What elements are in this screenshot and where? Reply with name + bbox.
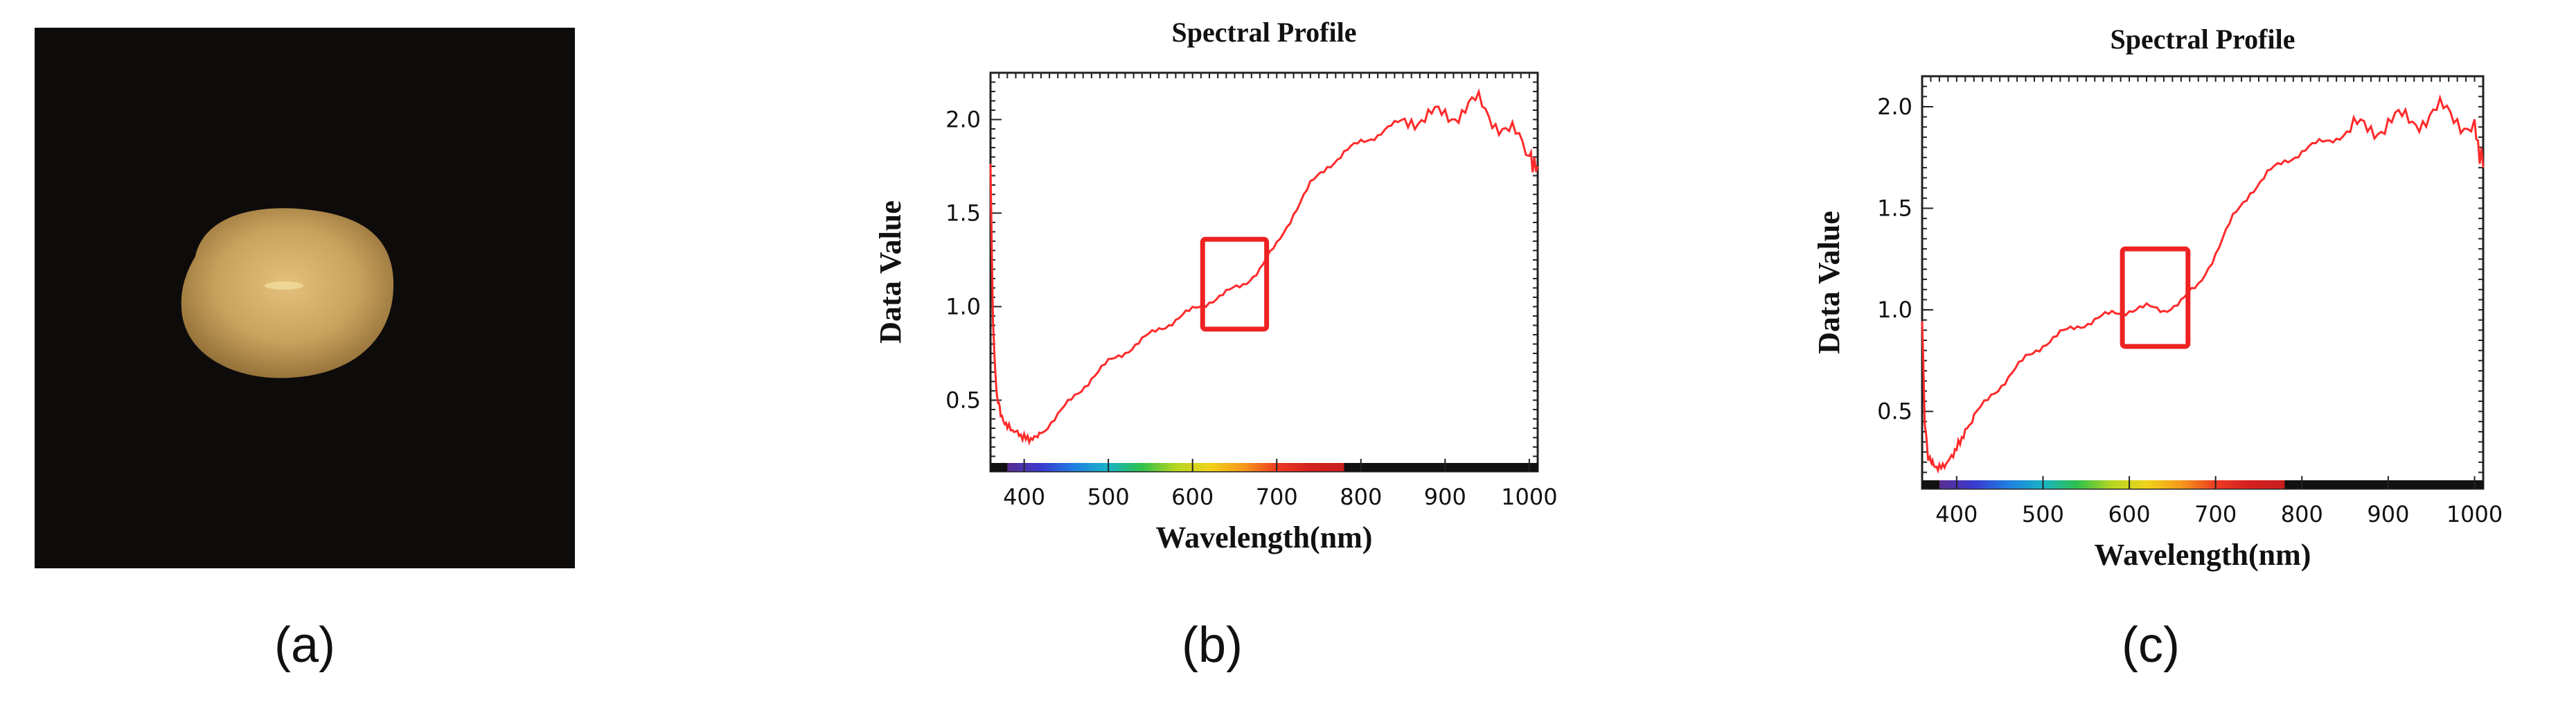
plot-frame [989, 71, 1539, 473]
chart-title: Spectral Profile [1172, 17, 1357, 48]
x-tick-label: 700 [1256, 484, 1298, 510]
x-tick-label: 800 [1340, 484, 1382, 510]
highlight-box [2120, 246, 2191, 349]
x-tick-label: 900 [1424, 484, 1466, 510]
visible-spectrum-bar [1007, 463, 1344, 471]
chart-title: Spectral Profile [2111, 24, 2295, 55]
x-axis-label: Wavelength(nm) [2095, 538, 2311, 572]
seed-image [181, 208, 394, 378]
seed-photo [35, 28, 575, 568]
y-tick-label: 2.0 [945, 106, 981, 132]
x-tick-label: 500 [2022, 501, 2064, 527]
y-axis-label: Data Value [1812, 211, 1846, 354]
y-tick-label: 0.5 [1877, 399, 1912, 425]
x-tick-label: 500 [1087, 484, 1130, 510]
spectral-chart-c: Spectral Profile 400 500 600 700 800 900 1000 0.… [1812, 24, 2503, 572]
plot-frame [1921, 75, 2485, 490]
y-tick-label: 1.0 [1877, 297, 1912, 323]
visible-spectrum-bar [1939, 480, 2285, 489]
y-tick-label: 1.5 [1877, 195, 1912, 222]
seed-shape [181, 208, 394, 378]
caption-c: (c) [2122, 618, 2180, 673]
x-tick-label: 1000 [2446, 501, 2503, 527]
x-axis-label: Wavelength(nm) [1156, 520, 1373, 554]
x-tick-label: 900 [2367, 501, 2409, 527]
x-tick-label: 600 [2108, 501, 2151, 527]
y-tick-label: 1.5 [945, 200, 981, 226]
caption-a: (a) [274, 618, 335, 673]
y-axis-label: Data Value [873, 200, 907, 344]
y-tick-label: 1.0 [945, 293, 981, 320]
x-tick-label: 800 [2281, 501, 2323, 527]
y-tick-label: 0.5 [945, 387, 981, 413]
x-tick-label: 400 [1003, 484, 1045, 510]
spectral-chart-b: Spectral Profile 400 500 600 700 800 900 1000 0.… [873, 17, 1558, 554]
x-tick-label: 700 [2194, 501, 2237, 527]
x-tick-label: 1000 [1501, 484, 1557, 510]
x-tick-label: 400 [1935, 501, 1978, 527]
caption-b: (b) [1182, 618, 1243, 673]
y-tick-label: 2.0 [1877, 94, 1912, 120]
spectral-line [1921, 94, 2485, 474]
spectral-line [989, 88, 1539, 446]
seed-highlight [265, 281, 303, 290]
x-tick-label: 600 [1171, 484, 1214, 510]
highlight-box [1200, 236, 1270, 332]
